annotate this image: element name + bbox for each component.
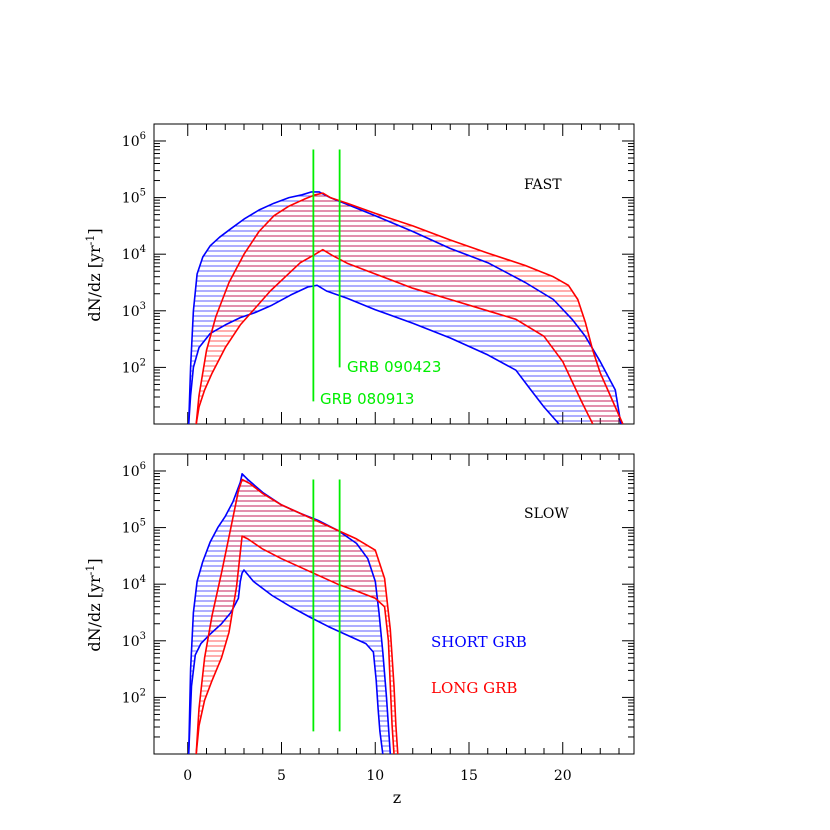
x-tick-label: 5 [277, 768, 286, 784]
y-tick-labels-slow: 102 103 104 105 106 [122, 461, 146, 706]
short-grb-upper-curve [187, 191, 622, 424]
legend-long-grb: LONG GRB [431, 679, 517, 697]
short-grb-lower-curve [187, 569, 384, 754]
long-grb-lower-curve [195, 535, 395, 754]
panel-label-slow: SLOW [524, 506, 569, 522]
short-grb-upper-curve [187, 472, 392, 754]
x-tick-label: 20 [554, 768, 572, 784]
y-tick-label: 105 [122, 188, 146, 207]
y-axis-label-slow: dN/dz [yr-1] [84, 558, 104, 651]
y-tick-label: 105 [122, 518, 146, 537]
long-grb-upper-curve [195, 478, 399, 754]
curves-slow [187, 472, 399, 754]
x-tick-label: 10 [366, 768, 384, 784]
y-tick-label: 106 [122, 131, 146, 150]
y-tick-labels-fast: 102 103 104 105 106 [122, 131, 146, 376]
x-tick-label: 15 [460, 768, 478, 784]
panel-label-fast: FAST [524, 177, 562, 193]
y-tick-label: 104 [122, 244, 146, 263]
panel-slow: 102 103 104 105 106 0 5 10 15 20 SLOW dN/dz [yr-… [84, 453, 635, 807]
y-tick-label: 102 [122, 687, 146, 706]
y-tick-label: 103 [122, 631, 146, 650]
grb-090423-label: GRB 090423 [347, 358, 441, 376]
legend-short-grb: SHORT GRB [431, 633, 527, 651]
y-tick-label: 103 [122, 301, 146, 320]
curves-fast [187, 191, 624, 424]
y-tick-label: 104 [122, 574, 146, 593]
y-tick-label: 106 [122, 461, 146, 480]
y-axis-label-fast: dN/dz [yr-1] [84, 228, 104, 321]
y-tick-label: 102 [122, 357, 146, 376]
short-grb-lower-curve [187, 284, 560, 424]
vlines-fast [312, 149, 341, 402]
x-tick-labels: 0 5 10 15 20 [183, 768, 571, 784]
plot-frame-fast [153, 123, 635, 425]
long-grb-lower-curve [195, 248, 594, 424]
ticks-fast [154, 124, 634, 425]
panel-fast: 102 103 104 105 106 FAST dN/dz [yr-1] GRB 09… [84, 123, 635, 425]
long-grb-upper-curve [195, 192, 624, 424]
plot-frame-slow [153, 453, 635, 755]
grb-080913-label: GRB 080913 [320, 390, 414, 408]
hatching-fast [188, 195, 622, 422]
vlines-slow [312, 479, 341, 732]
x-axis-label: z [393, 788, 401, 807]
hatching-slow [188, 475, 398, 752]
x-tick-label: 0 [183, 768, 192, 784]
ticks-slow [154, 454, 634, 755]
